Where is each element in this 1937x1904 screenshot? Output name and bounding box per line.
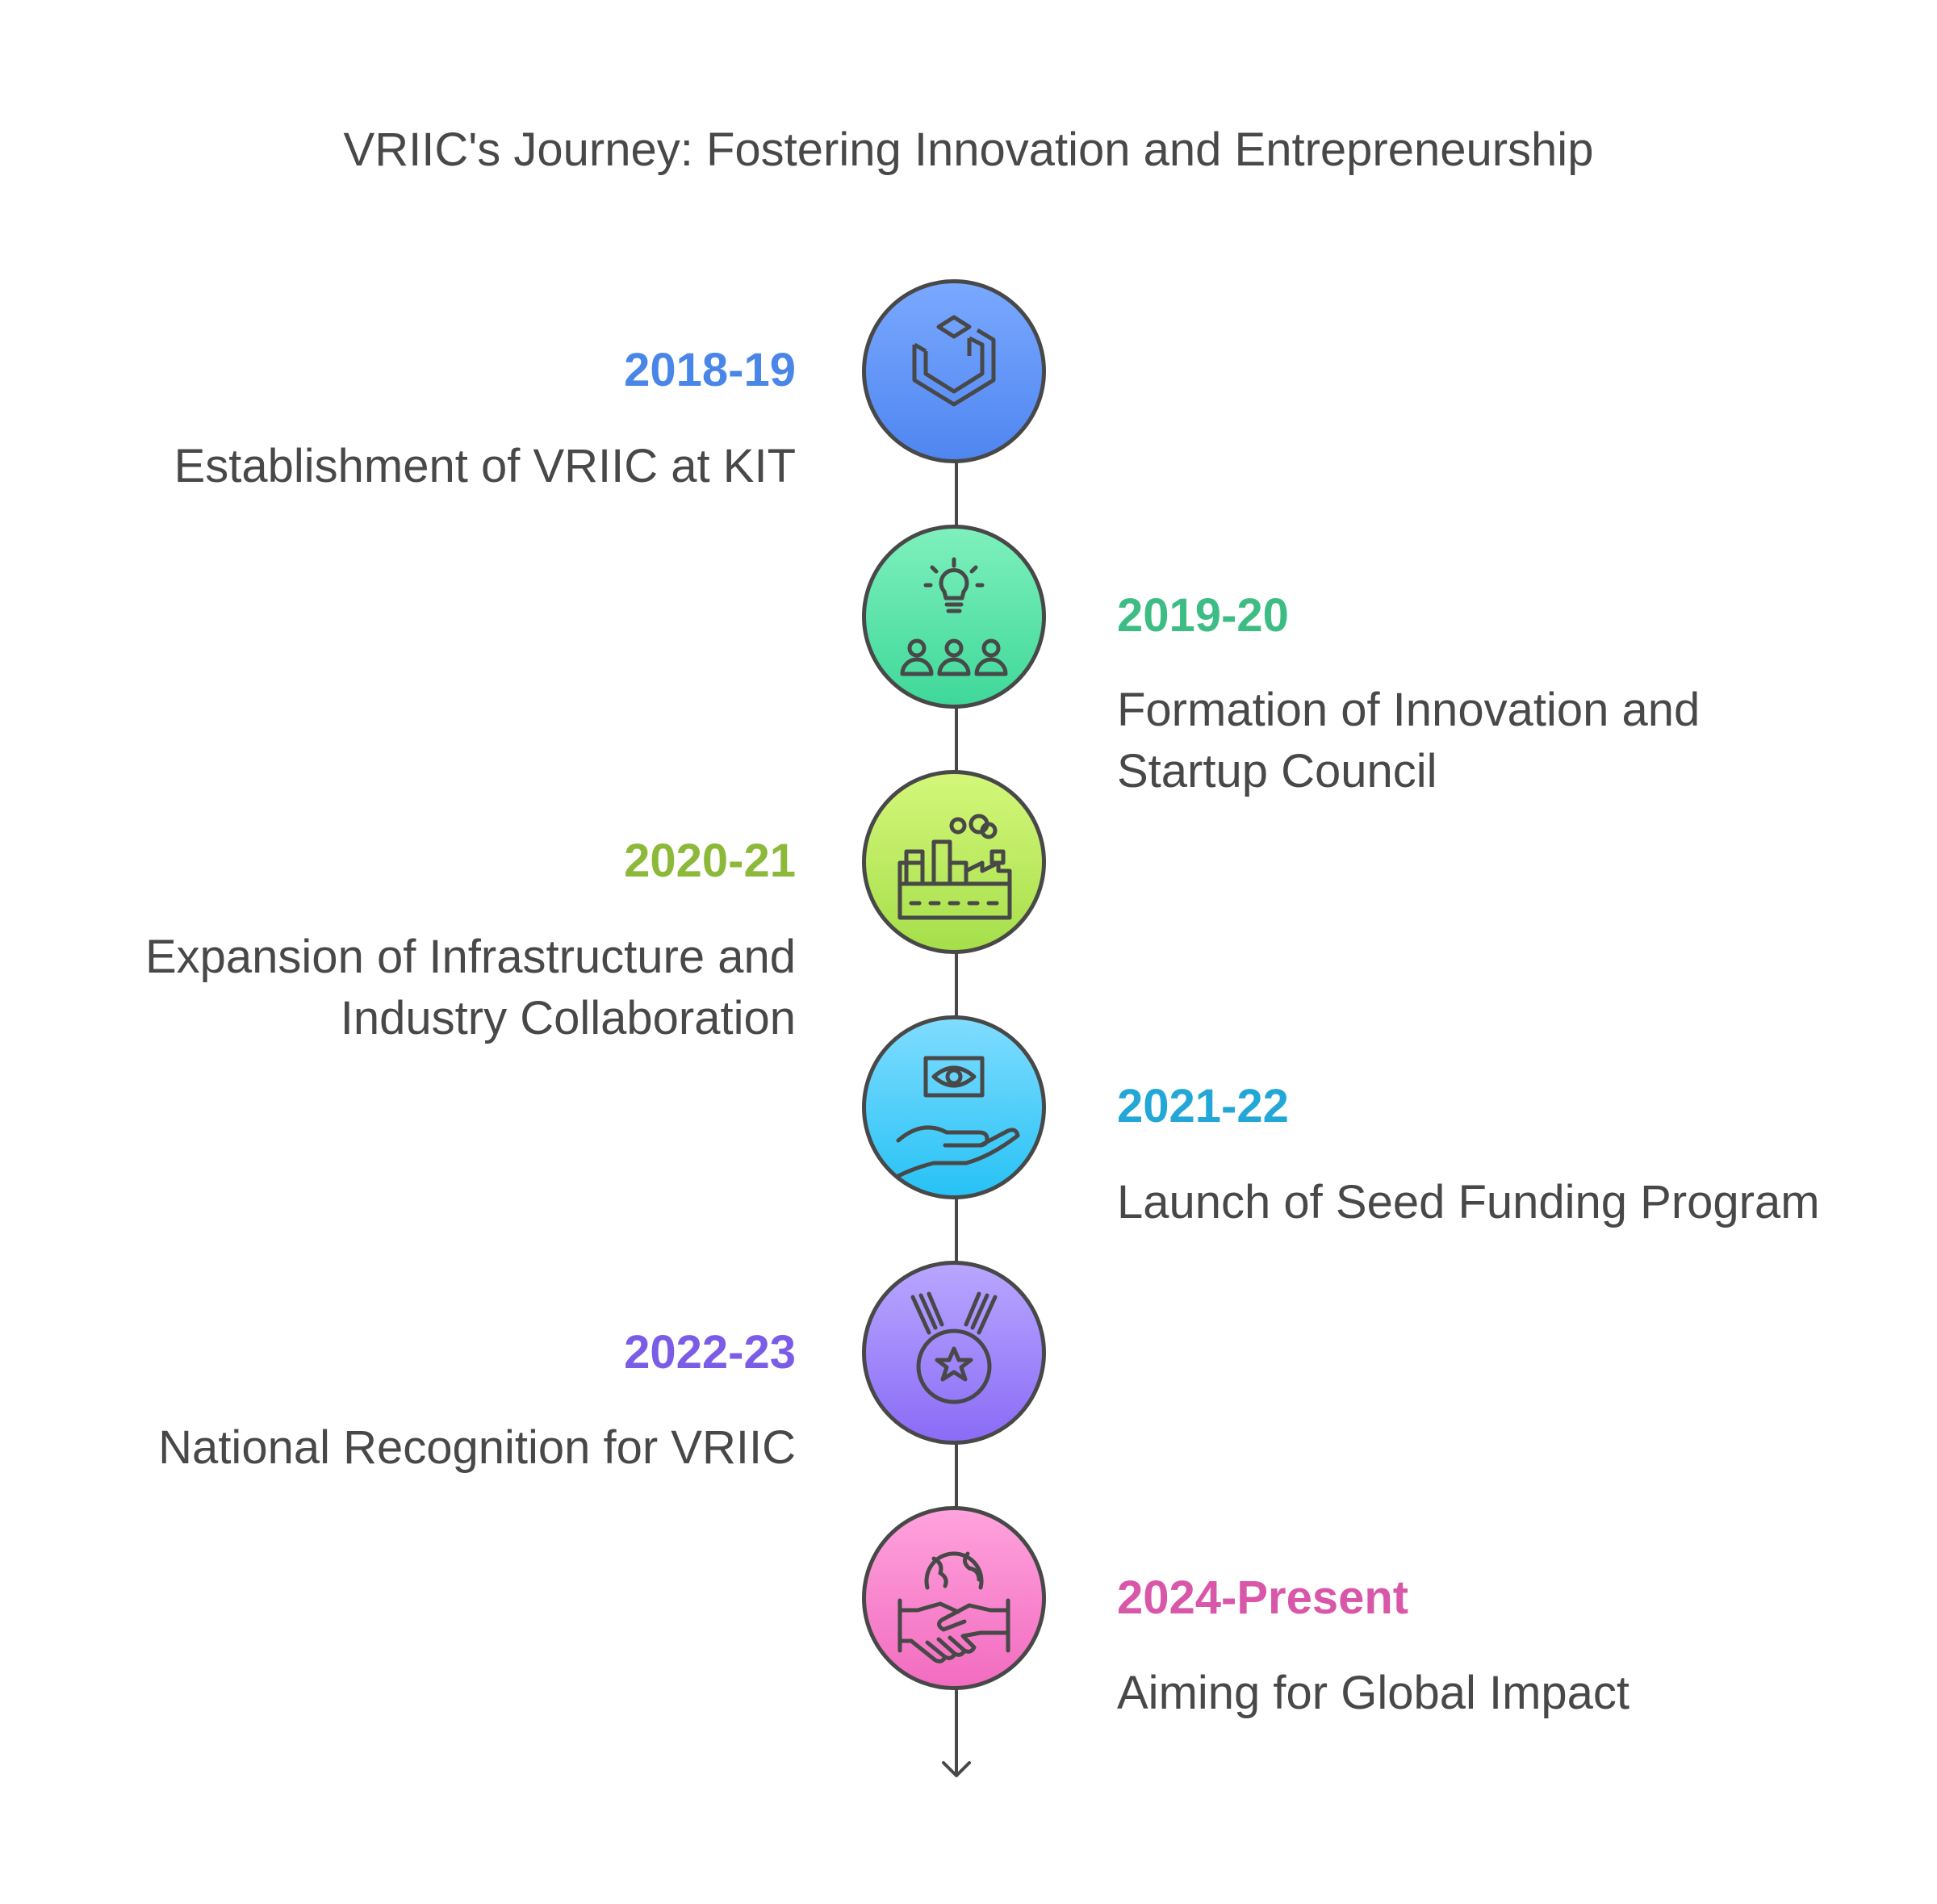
milestone-node-4 [862, 1015, 1046, 1199]
milestone-year-3: 2020-21 [624, 835, 796, 887]
money-hand-icon [896, 1056, 1020, 1178]
milestone-description-6: Aiming for Global Impact [1117, 1667, 1630, 1719]
milestone-node-6 [862, 1506, 1046, 1690]
timeline-arrow-icon [942, 1761, 971, 1777]
milestone-year-1: 2018-19 [624, 344, 796, 396]
milestone-description-3: Expansion of Infrastructure and Industry… [144, 931, 796, 1044]
global-handshake-icon [897, 1551, 1010, 1663]
milestone-year-4: 2021-22 [1117, 1080, 1289, 1132]
milestone-year-6: 2024-Present [1117, 1571, 1409, 1624]
milestone-node-1 [862, 279, 1046, 463]
milestone-description-4: Launch of Seed Funding Program [1117, 1176, 1820, 1228]
milestone-description-2: Formation of Innovation and Startup Coun… [1117, 684, 1701, 797]
milestone-description-5: National Recognition for VRIIC [158, 1421, 796, 1474]
milestone-description-1: Establishment of VRIIC at KIT [174, 440, 796, 492]
milestone-node-2 [862, 525, 1046, 709]
milestone-node-5 [862, 1261, 1046, 1445]
milestone-node-3 [862, 770, 1046, 954]
milestone-year-2: 2019-20 [1117, 589, 1289, 642]
milestone-year-5: 2022-23 [624, 1326, 796, 1379]
medal-icon [910, 1291, 998, 1404]
cube-icon [912, 315, 996, 407]
factory-icon [897, 814, 1012, 920]
diagram-title: VRIIC's Journey: Fostering Innovation an… [343, 123, 1594, 176]
idea-team-icon [900, 557, 1008, 676]
